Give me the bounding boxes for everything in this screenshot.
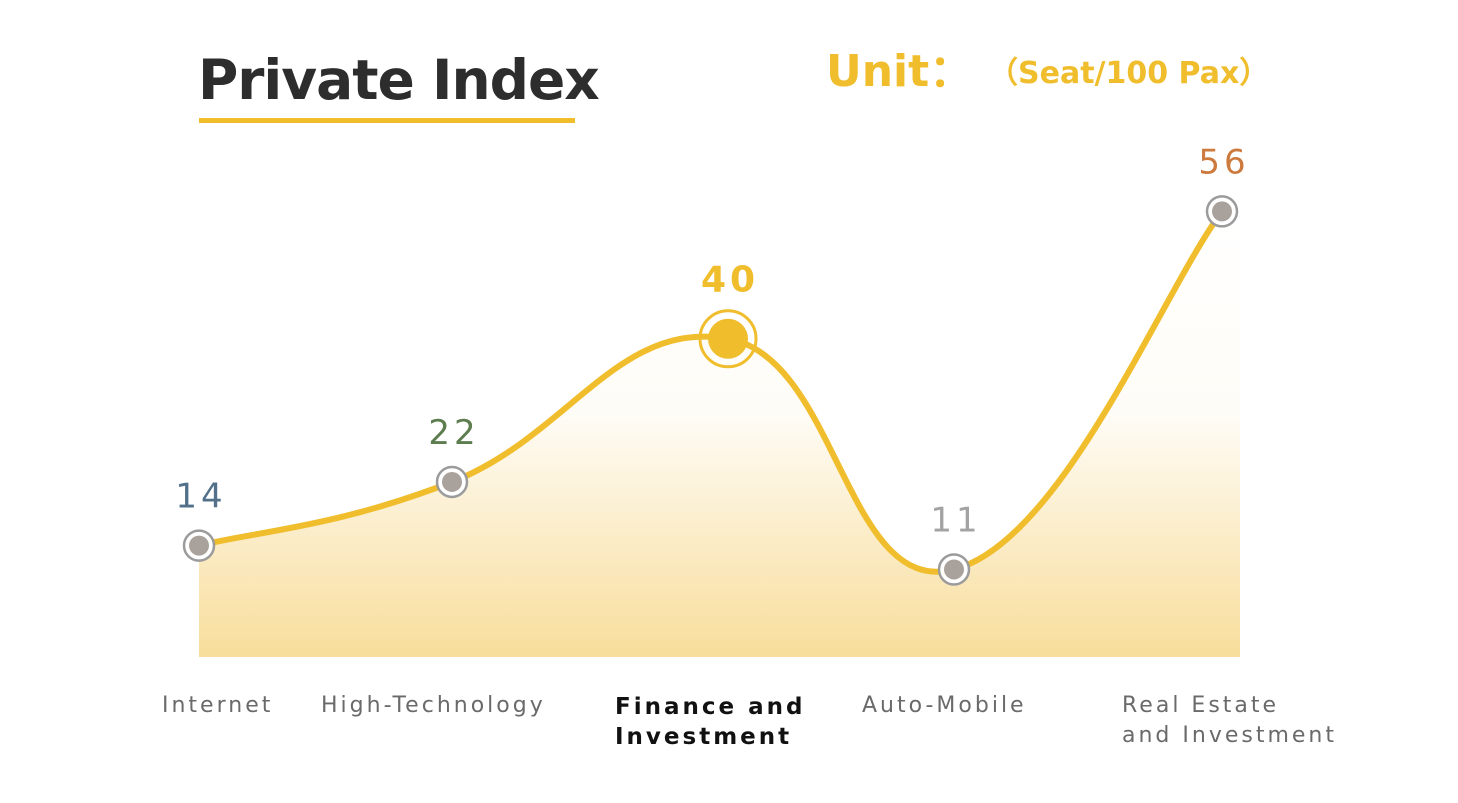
x-tick-label-auto-mobile: Auto-Mobile [862, 693, 1027, 718]
area-fill [199, 211, 1240, 657]
point-5-marker [1212, 201, 1232, 222]
data-label-2: 22 [428, 413, 479, 453]
point-1-marker [189, 535, 209, 556]
data-label-5: 56 [1198, 142, 1249, 182]
unit-label: Unit： [826, 46, 974, 97]
data-label-1: 14 [175, 477, 226, 517]
point-4-marker [944, 559, 964, 580]
point-2-marker [442, 471, 462, 492]
data-label-4: 11 [930, 500, 981, 540]
x-tick-label-real-estate-and-investment: Real Estate and Investment [1122, 693, 1337, 748]
x-tick-label-high-technology: High-Technology [321, 693, 546, 718]
title-underline [199, 118, 575, 123]
unit-value: （Seat/100 Pax） [988, 56, 1270, 91]
chart-title: Private Index [198, 48, 600, 112]
x-tick-label-internet: Internet [162, 693, 274, 718]
x-tick-label-finance-and-investment: Finance and Investment [615, 694, 806, 750]
point-3-ring [698, 309, 758, 369]
series-line [196, 208, 1225, 575]
data-label-3: 40 [701, 260, 759, 301]
point-3-marker [708, 318, 748, 359]
